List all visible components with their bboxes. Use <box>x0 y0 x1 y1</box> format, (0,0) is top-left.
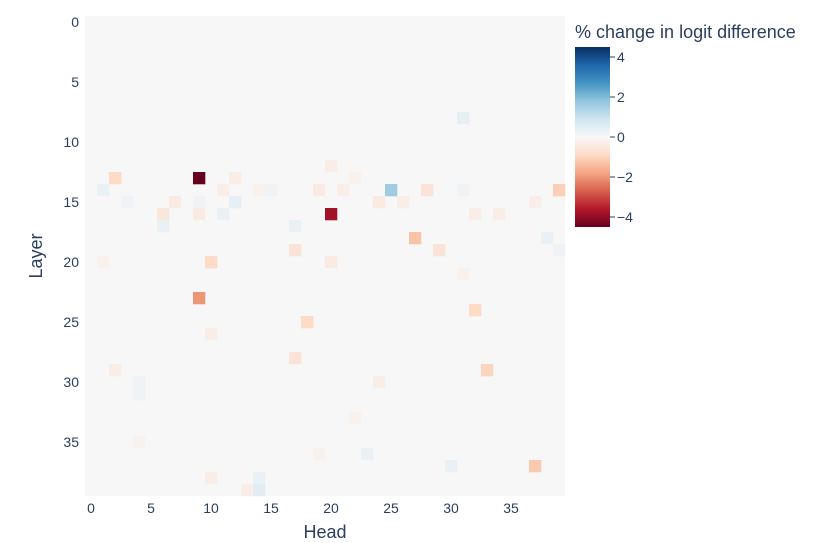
heatmap-cell <box>553 184 566 197</box>
heatmap-cell <box>217 184 230 197</box>
colorbar-ticks: 4 2 0 −2 −4 <box>610 49 633 225</box>
x-axis-title: Head <box>303 522 346 542</box>
heatmap-cell <box>553 244 566 257</box>
x-tick-label: 0 <box>87 500 95 516</box>
heatmap-cell <box>133 436 146 449</box>
heatmap-cell <box>481 364 494 377</box>
x-tick-label: 10 <box>203 500 219 516</box>
heatmap-cell <box>109 364 122 377</box>
heatmap-cell <box>469 208 482 221</box>
heatmap-cell <box>397 196 410 209</box>
heatmap-cell <box>457 112 470 125</box>
y-axis-ticks: 0 5 10 15 20 25 30 35 <box>63 14 79 450</box>
colorbar-title: % change in logit difference <box>575 22 796 42</box>
x-tick-label: 25 <box>383 500 399 516</box>
x-axis-ticks: 0 5 10 15 20 25 30 35 <box>87 500 519 516</box>
heatmap-cell <box>157 208 170 221</box>
heatmap-cell <box>157 220 170 233</box>
heatmap-cell <box>313 448 326 461</box>
heatmap-cell <box>289 244 302 257</box>
heatmap-cell <box>205 256 218 269</box>
heatmap-cell <box>193 292 206 305</box>
heatmap-cell <box>253 472 266 485</box>
heatmap-cell <box>445 460 458 473</box>
heatmap-cell <box>193 172 206 185</box>
heatmap-cell <box>193 196 206 209</box>
y-tick-label: 35 <box>63 434 79 450</box>
heatmap-cell <box>121 196 134 209</box>
heatmap-cell <box>493 208 506 221</box>
heatmap-cell <box>361 448 374 461</box>
x-tick-label: 5 <box>147 500 155 516</box>
colorbar-tick-label: −4 <box>617 209 633 225</box>
heatmap-cell <box>169 196 182 209</box>
heatmap-cell <box>133 376 146 389</box>
heatmap-cell <box>409 232 422 245</box>
heatmap-cell <box>349 412 362 425</box>
heatmap-cell <box>133 388 146 401</box>
heatmap-cell <box>541 232 554 245</box>
colorbar-tick-label: 2 <box>617 89 625 105</box>
heatmap-cell <box>385 184 398 197</box>
heatmap-cell <box>109 172 122 185</box>
heatmap-cell <box>217 208 230 221</box>
heatmap-cells <box>97 112 566 497</box>
heatmap-cell <box>349 172 362 185</box>
heatmap-cell <box>253 184 266 197</box>
heatmap-cell <box>289 352 302 365</box>
y-tick-label: 15 <box>63 194 79 210</box>
colorbar-tick-label: 0 <box>617 129 625 145</box>
heatmap-cell <box>229 196 242 209</box>
heatmap-cell <box>205 328 218 341</box>
y-tick-label: 20 <box>63 254 79 270</box>
colorbar-tick-label: −2 <box>617 169 633 185</box>
heatmap-cell <box>457 268 470 281</box>
heatmap-cell <box>289 220 302 233</box>
heatmap-cell <box>229 172 242 185</box>
x-tick-label: 15 <box>263 500 279 516</box>
heatmap-cell <box>325 160 338 173</box>
heatmap-cell <box>97 184 110 197</box>
heatmap-cell <box>373 376 386 389</box>
heatmap-cell <box>421 184 434 197</box>
y-tick-label: 0 <box>71 14 79 30</box>
heatmap-cell <box>241 484 254 497</box>
y-tick-label: 25 <box>63 314 79 330</box>
colorbar <box>575 47 610 227</box>
heatmap-cell <box>301 316 314 329</box>
heatmap-cell <box>313 184 326 197</box>
y-tick-label: 5 <box>71 74 79 90</box>
y-tick-label: 10 <box>63 134 79 150</box>
y-tick-label: 30 <box>63 374 79 390</box>
heatmap-cell <box>205 472 218 485</box>
heatmap-cell <box>457 184 470 197</box>
heatmap-cell <box>253 484 266 497</box>
x-tick-label: 30 <box>443 500 459 516</box>
heatmap-cell <box>433 244 446 257</box>
heatmap-cell <box>529 460 542 473</box>
heatmap-cell <box>97 256 110 269</box>
heatmap-cell <box>325 256 338 269</box>
heatmap-cell <box>529 196 542 209</box>
heatmap-cell <box>325 208 338 221</box>
heatmap-cell <box>373 196 386 209</box>
heatmap-cell <box>265 184 278 197</box>
colorbar-tick-label: 4 <box>617 49 625 65</box>
heatmap-cell <box>193 208 206 221</box>
heatmap-cell <box>469 304 482 317</box>
x-tick-label: 20 <box>323 500 339 516</box>
y-axis-title: Layer <box>26 233 46 278</box>
heatmap-cell <box>337 184 350 197</box>
x-tick-label: 35 <box>503 500 519 516</box>
